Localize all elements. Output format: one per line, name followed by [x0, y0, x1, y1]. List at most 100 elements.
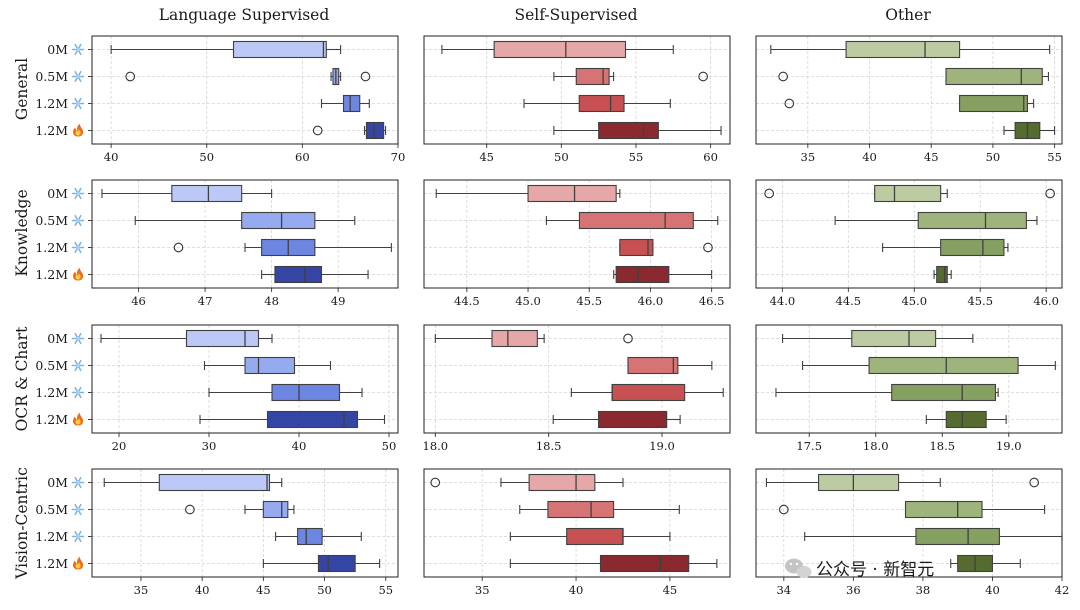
x-tick-label: 48: [264, 294, 279, 308]
box-0m-0: [110, 40, 342, 59]
x-tick-label: 44.5: [454, 294, 480, 308]
x-tick-label: 45.0: [901, 294, 927, 308]
box-0-5m-1: [519, 500, 680, 519]
x-tick-label: 49: [331, 294, 346, 308]
box-0-5m-1: [203, 356, 332, 375]
category-label: 0M: [47, 475, 68, 490]
panel-frame: [423, 468, 731, 578]
x-tick-label: 17.5: [796, 439, 822, 453]
snowflake-icon: [71, 241, 85, 254]
box-iqr: [271, 383, 341, 402]
box-iqr: [185, 329, 260, 348]
box-iqr: [365, 121, 385, 140]
outlier-point: [623, 333, 633, 344]
box-0-5m-1: [778, 500, 1046, 519]
box-0-5m-1: [834, 211, 1038, 230]
outlier-point: [360, 71, 371, 82]
x-tick-label: 19.0: [996, 439, 1022, 453]
panel-frame: [423, 35, 731, 145]
box-iqr: [845, 40, 961, 59]
watermark-text: 公众号 · 新智元: [816, 560, 934, 580]
outlier-point: [173, 242, 184, 253]
snowflake-icon: [71, 214, 85, 227]
box-1-2m-2: [523, 94, 671, 113]
x-tick-label: 45.5: [967, 294, 993, 308]
panel-general-language-supervised: 40 50 60 70 0M 0.5M 1.2M 1.2M: [35, 35, 405, 164]
panel-frame: [755, 179, 1063, 289]
x-tick-label: 34: [776, 583, 791, 597]
x-tick-label: 45: [479, 150, 494, 164]
box-0-5m-1: [125, 67, 371, 86]
box-0-5m-1: [778, 67, 1049, 86]
box-0m-0: [434, 329, 633, 348]
flame-icon: [73, 267, 84, 281]
x-tick-label: 45: [663, 583, 678, 597]
category-label: 0.5M: [35, 213, 68, 228]
box-1-2m-2: [784, 94, 1035, 113]
category-label: 1.2M: [35, 267, 68, 282]
category-label: 0M: [47, 186, 68, 201]
x-tick-label: 40: [569, 583, 584, 597]
box-0-5m-1: [627, 356, 713, 375]
box-iqr: [874, 184, 942, 203]
x-tick-label: 45: [256, 583, 271, 597]
x-tick-label: 47: [198, 294, 213, 308]
snowflake-icon: [71, 476, 85, 489]
snowflake-icon: [71, 43, 85, 56]
box-1-2m-2: [509, 527, 671, 546]
x-tick-label: 40: [862, 150, 877, 164]
box-iqr: [493, 40, 627, 59]
box-1-2m-2: [570, 383, 724, 402]
box-1-2m-2: [619, 238, 713, 257]
x-tick-label: 50: [382, 439, 397, 453]
panel-knowledge-language-supervised: 46 47 48 49 0M 0.5M 1.2M 1.2M: [35, 179, 399, 308]
box-iqr: [851, 329, 937, 348]
box-1-2m-2: [208, 383, 363, 402]
box-0-5m-1: [545, 211, 719, 230]
box-0-5m-1: [802, 356, 1056, 375]
panel-knowledge-other: 44.0 44.5 45.0 45.5 46.0: [755, 179, 1063, 308]
box-1-2m-3: [1003, 121, 1056, 140]
x-tick-label: 20: [112, 439, 127, 453]
row-label-general: General: [13, 58, 31, 120]
x-tick-label: 55: [378, 583, 393, 597]
outlier-point: [784, 98, 795, 109]
panel-vision-centric-self-supervised: 35 40 45: [423, 468, 731, 597]
x-tick-label: 46.0: [638, 294, 664, 308]
x-tick-label: 50: [199, 150, 214, 164]
wechat-icon: [785, 558, 812, 578]
panel-frame: [755, 324, 1063, 434]
box-iqr: [171, 184, 243, 203]
column-title-self-supervised: Self-Supervised: [514, 6, 637, 24]
box-iqr: [904, 500, 983, 519]
x-tick-label: 45.5: [576, 294, 602, 308]
row-label-knowledge: Knowledge: [13, 189, 31, 276]
box-0m-0: [435, 184, 621, 203]
box-1-2m-3: [552, 410, 681, 429]
x-tick-label: 55: [629, 150, 644, 164]
x-tick-label: 42: [1055, 583, 1070, 597]
x-tick-label: 18.5: [536, 439, 562, 453]
x-tick-label: 35: [801, 150, 816, 164]
box-1-2m-3: [553, 121, 722, 140]
box-iqr: [915, 527, 1000, 546]
x-tick-label: 45.0: [515, 294, 541, 308]
x-tick-label: 36: [846, 583, 861, 597]
panel-frame: [91, 35, 399, 145]
category-label: 1.2M: [35, 385, 68, 400]
category-label: 1.2M: [35, 96, 68, 111]
snowflake-icon: [71, 503, 85, 516]
category-label: 1.2M: [35, 240, 68, 255]
x-tick-label: 45: [924, 150, 939, 164]
box-iqr: [627, 356, 679, 375]
outlier-point: [185, 504, 195, 515]
box-0-5m-1: [185, 500, 295, 519]
box-iqr: [575, 67, 610, 86]
box-iqr: [959, 94, 1029, 113]
category-label: 0M: [47, 42, 68, 57]
box-iqr: [615, 265, 670, 284]
snowflake-icon: [71, 530, 85, 543]
x-tick-label: 30: [202, 439, 217, 453]
box-0m-0: [430, 473, 624, 492]
